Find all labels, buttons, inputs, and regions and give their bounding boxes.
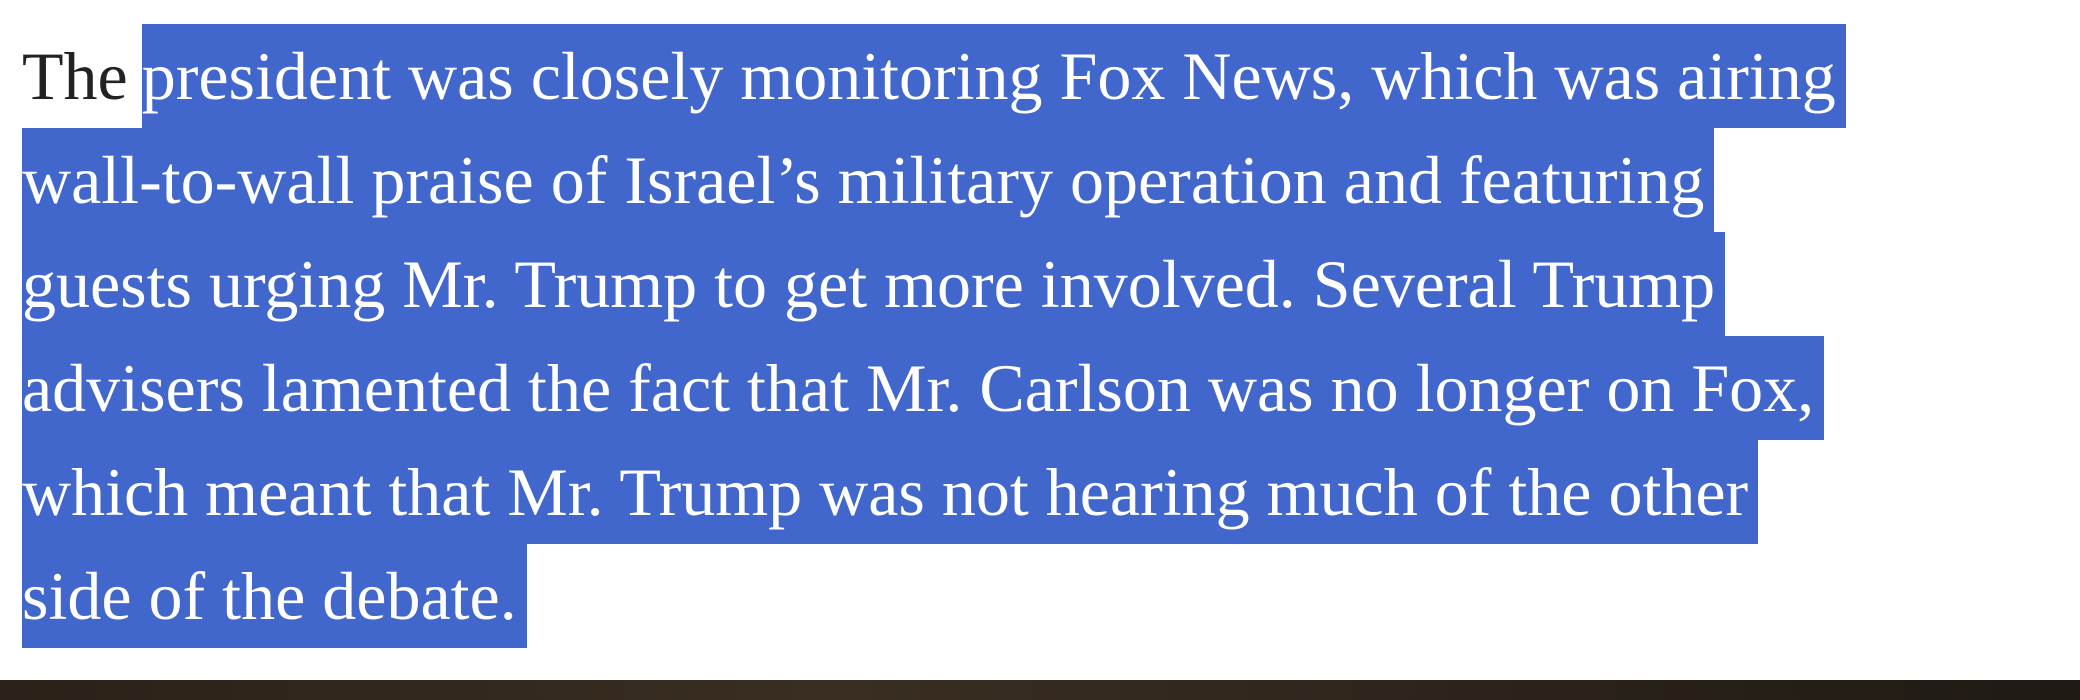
- text-line: side of the debate.: [22, 544, 2080, 648]
- selected-text[interactable]: guests urging Mr. Trump to get more invo…: [22, 232, 1726, 336]
- text-line: advisers lamented the fact that Mr. Carl…: [22, 336, 2080, 440]
- text-line: wall-to-wall praise of Israel’s military…: [22, 128, 2080, 232]
- selected-text[interactable]: which meant that Mr. Trump was not heari…: [22, 440, 1759, 544]
- selected-text[interactable]: side of the debate.: [22, 544, 527, 648]
- text-line: which meant that Mr. Trump was not heari…: [22, 440, 2080, 544]
- selected-text[interactable]: president was closely monitoring Fox New…: [141, 24, 1846, 128]
- selected-text[interactable]: wall-to-wall praise of Israel’s military…: [22, 128, 1715, 232]
- image-edge: [0, 680, 2080, 700]
- text-line: guests urging Mr. Trump to get more invo…: [22, 232, 2080, 336]
- unselected-text[interactable]: The: [22, 38, 128, 114]
- text-line: The president was closely monitoring Fox …: [22, 24, 2080, 128]
- selected-text[interactable]: advisers lamented the fact that Mr. Carl…: [22, 336, 1825, 440]
- paragraph: The president was closely monitoring Fox …: [22, 24, 2080, 648]
